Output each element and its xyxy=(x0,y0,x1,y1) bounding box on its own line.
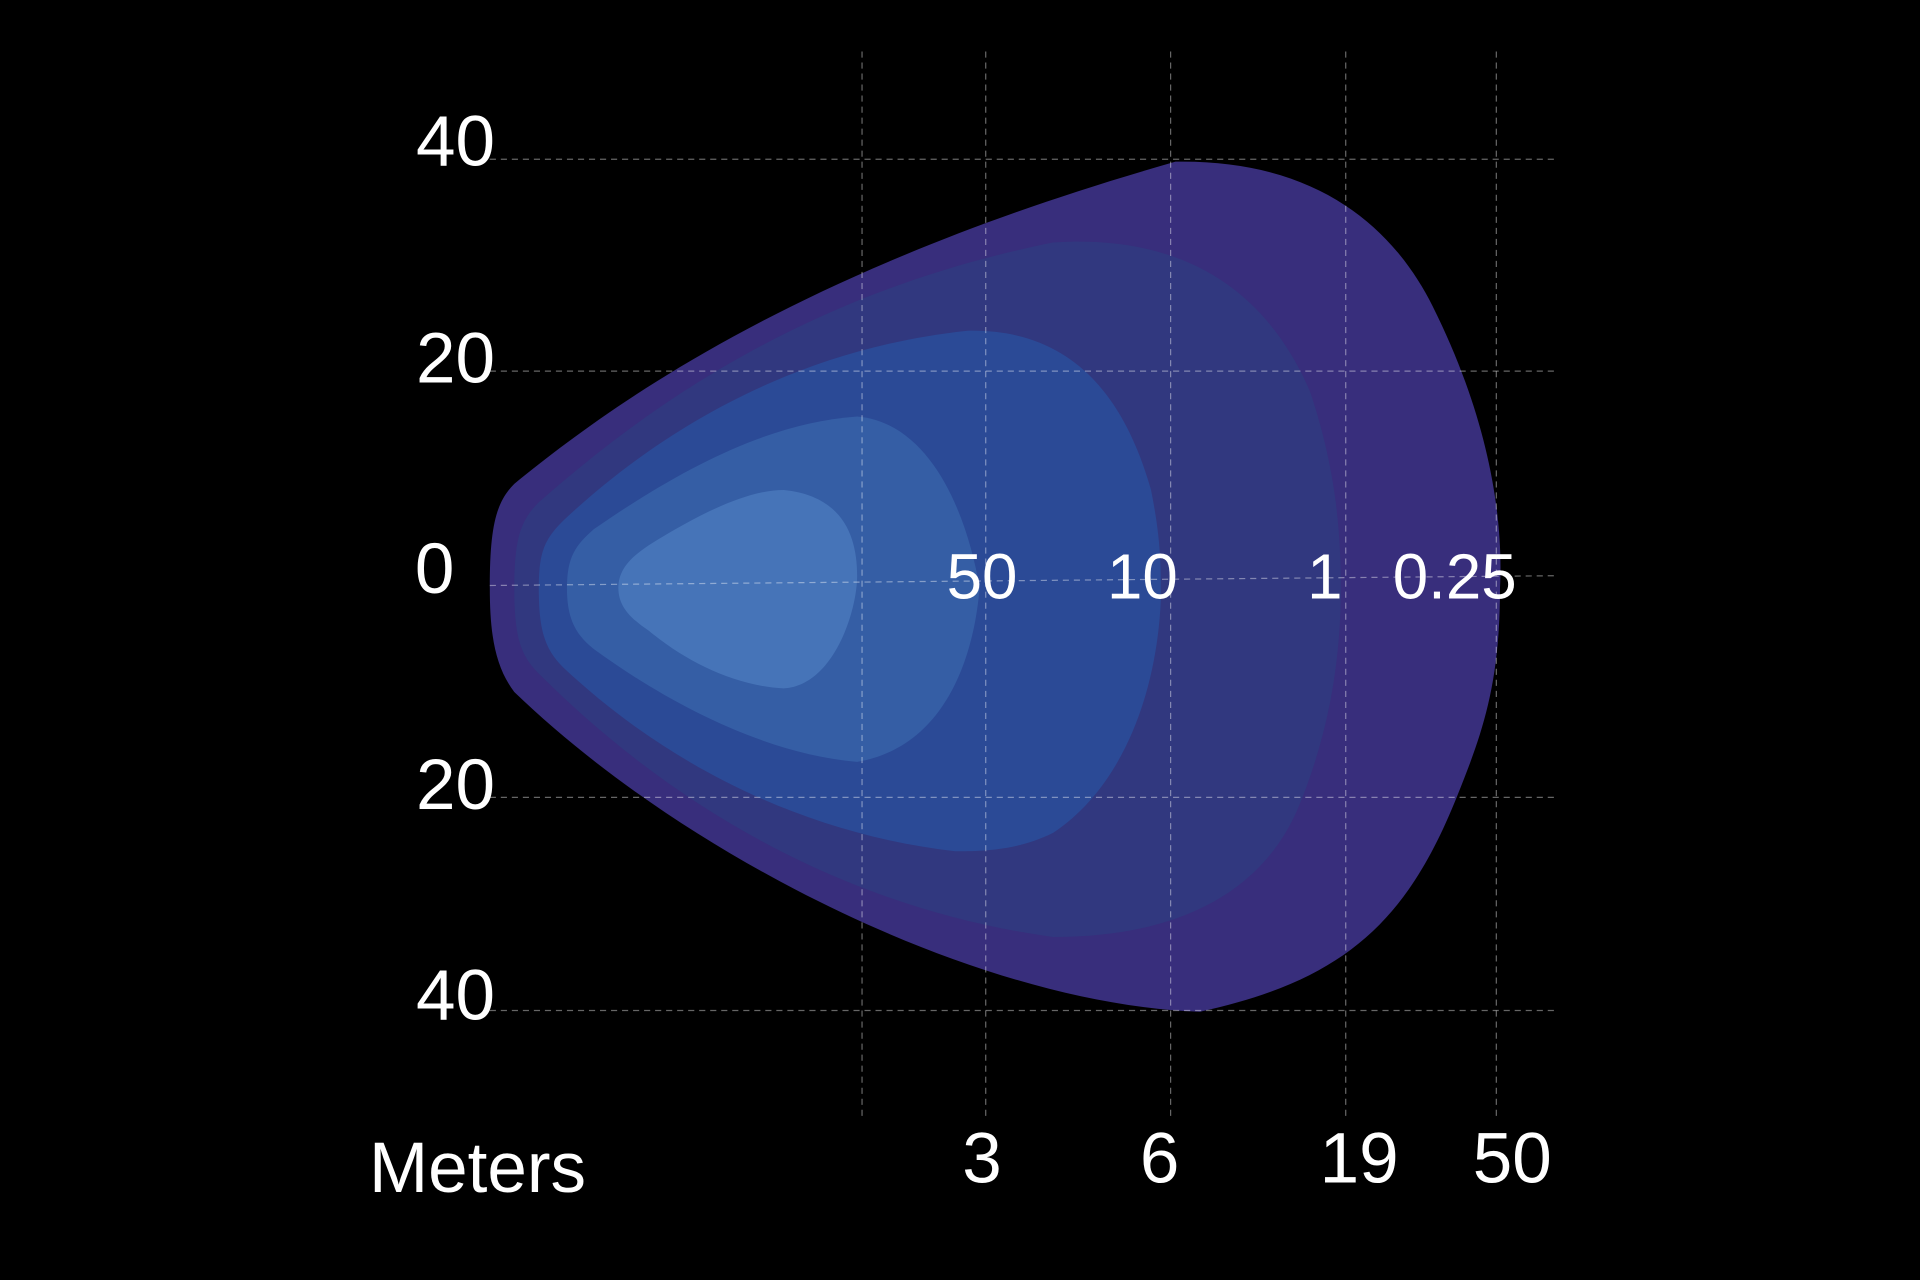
y-axis-labels: 40 20 0 20 40 xyxy=(415,103,495,1036)
contour-label: 1 xyxy=(1307,542,1342,613)
contour-label: 0.25 xyxy=(1393,542,1517,613)
contour-label: 10 xyxy=(1107,542,1178,613)
beam-contours xyxy=(489,161,1501,1012)
contour-label: 50 xyxy=(947,542,1018,613)
grid xyxy=(489,51,1558,1118)
y-tick-label: 20 xyxy=(416,320,495,399)
contour-labels: 50 10 1 0.25 xyxy=(947,542,1517,613)
x-tick-label: 19 xyxy=(1320,1119,1399,1198)
x-axis-title: Meters xyxy=(369,1129,586,1208)
y-tick-label: 40 xyxy=(416,956,495,1035)
grid-line xyxy=(489,575,1558,587)
x-tick-label: 3 xyxy=(962,1119,1001,1198)
y-tick-label: 40 xyxy=(416,103,495,182)
x-tick-label: 6 xyxy=(1140,1119,1179,1198)
y-tick-label: 0 xyxy=(415,530,454,609)
x-tick-label: 50 xyxy=(1473,1119,1552,1198)
y-tick-label: 20 xyxy=(416,746,495,825)
contour-core xyxy=(618,489,858,689)
x-axis-labels: Meters 3 6 19 50 xyxy=(369,1119,1552,1208)
